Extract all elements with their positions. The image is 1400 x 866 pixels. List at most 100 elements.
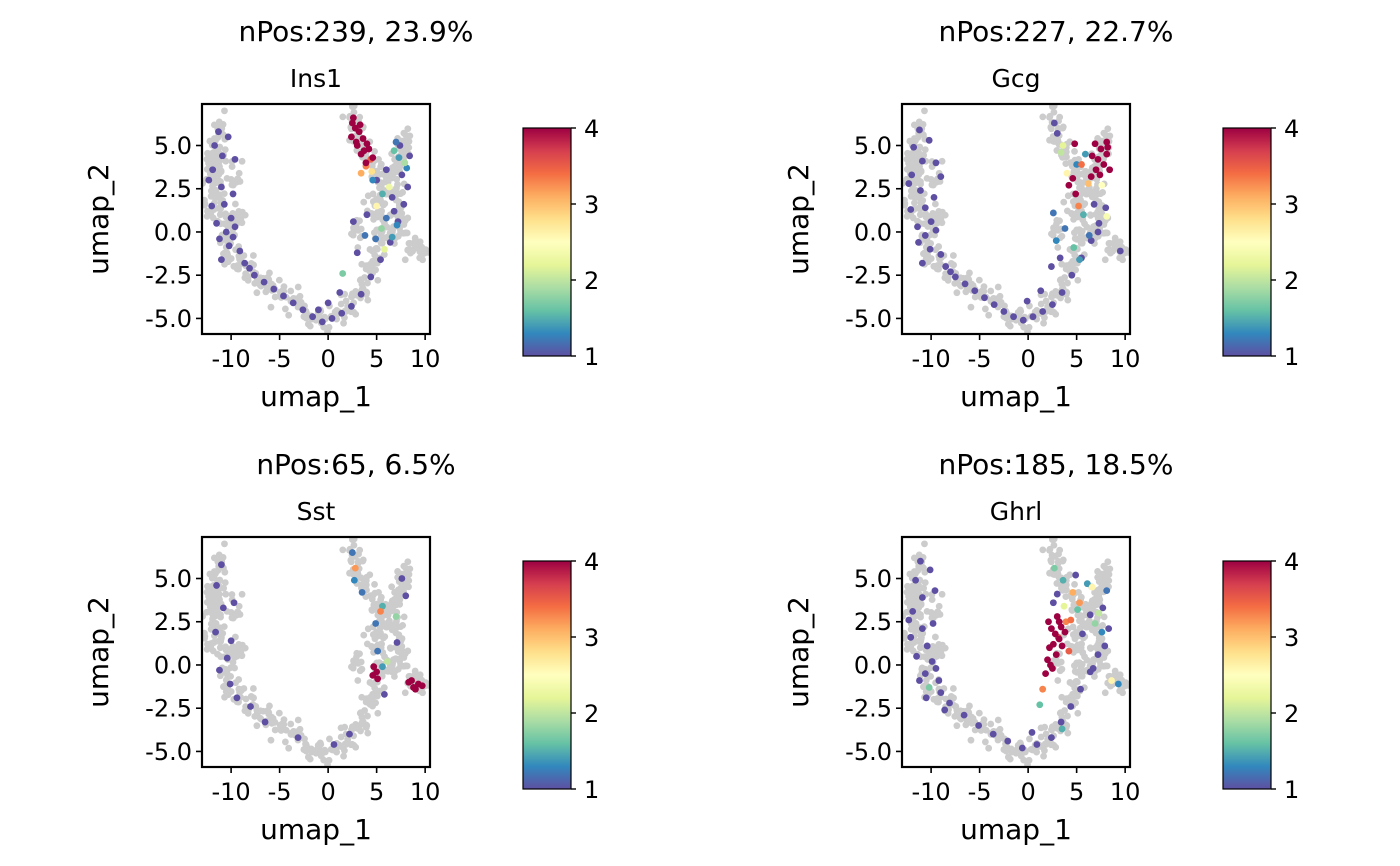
background-cell	[1033, 306, 1041, 314]
background-cell	[252, 703, 260, 711]
background-cell	[228, 591, 236, 598]
background-cell	[934, 610, 942, 618]
background-cell	[212, 187, 220, 194]
expressing-cell	[932, 159, 940, 167]
expressing-cell	[1053, 590, 1061, 598]
background-cell	[1078, 170, 1086, 178]
expressing-cell	[1050, 119, 1058, 127]
background-cell	[912, 159, 920, 167]
background-cell	[220, 623, 228, 631]
background-cell	[923, 174, 931, 182]
x-tick-label: 10	[410, 778, 441, 806]
background-cell	[340, 319, 347, 327]
expressing-cell	[231, 223, 239, 231]
background-cell	[405, 571, 413, 578]
background-cell	[1098, 210, 1106, 217]
background-cell	[416, 238, 424, 246]
background-cell	[296, 725, 304, 733]
expressing-cell	[1076, 256, 1083, 264]
expressing-cell	[1058, 642, 1066, 650]
background-cell	[916, 211, 924, 219]
background-cell	[203, 588, 211, 596]
expressing-cell	[230, 599, 238, 607]
expressing-cell	[1056, 254, 1064, 262]
background-cell	[340, 752, 347, 760]
expressing-cell	[1088, 152, 1096, 160]
background-cell	[220, 190, 228, 198]
background-cell	[1106, 239, 1114, 247]
background-cell	[917, 167, 925, 175]
y-tick-label: 0.0	[854, 218, 892, 246]
expressing-cell	[355, 128, 363, 136]
background-cell	[1097, 637, 1105, 645]
background-cell	[902, 634, 908, 642]
background-cell	[222, 211, 229, 219]
background-cell	[371, 580, 378, 588]
background-cell	[374, 709, 382, 717]
background-cell	[371, 147, 378, 155]
background-cell	[342, 741, 350, 748]
background-cell	[1079, 649, 1087, 657]
x-axis-label: umap_1	[260, 380, 372, 413]
background-cell	[914, 567, 922, 574]
expressing-cell	[377, 256, 384, 264]
background-cell	[1017, 307, 1025, 315]
background-cell	[249, 685, 257, 692]
background-cell	[934, 177, 942, 185]
expressing-cell	[370, 663, 378, 671]
background-cell	[975, 709, 983, 717]
expressing-cell	[213, 219, 220, 227]
expressing-cell	[1052, 237, 1060, 245]
background-cell	[357, 658, 365, 666]
background-cell	[1041, 747, 1048, 755]
expressing-cell	[1049, 209, 1057, 217]
background-cell	[1037, 300, 1045, 308]
expressing-cell	[250, 271, 258, 279]
expressing-cell	[1023, 297, 1031, 305]
y-tick-label: 0.0	[154, 651, 192, 679]
background-cell	[1063, 586, 1070, 594]
background-cell	[369, 631, 377, 638]
background-cell	[406, 239, 414, 247]
expressing-cell	[218, 256, 225, 264]
background-cell	[217, 167, 225, 175]
expressing-cell	[1070, 244, 1078, 251]
x-tick-label: 0	[1020, 345, 1035, 373]
background-cell	[241, 644, 249, 652]
background-cell	[947, 692, 955, 700]
expressing-cell	[357, 169, 365, 177]
background-cell	[953, 289, 961, 297]
background-cell	[360, 631, 368, 639]
background-cell	[920, 151, 928, 159]
y-tick-label: 0.0	[154, 218, 192, 246]
background-cell	[914, 134, 922, 141]
background-cell	[1059, 124, 1067, 132]
background-cell	[204, 582, 211, 590]
background-cell	[1093, 190, 1101, 198]
expressing-cell	[913, 652, 920, 660]
colorbar-tick-label: 4	[1284, 548, 1299, 576]
background-cell	[1066, 679, 1074, 686]
background-cell	[1068, 607, 1076, 614]
expressing-cell	[918, 157, 926, 165]
background-cell	[396, 596, 404, 603]
colorbar-tick-label: 4	[1284, 115, 1299, 143]
expressing-cell	[352, 138, 360, 146]
expressing-cell	[318, 318, 326, 326]
background-cell	[1026, 735, 1033, 743]
background-cell	[1047, 558, 1055, 566]
expressing-cell	[946, 699, 953, 707]
expressing-cell	[915, 238, 922, 246]
background-cell	[997, 731, 1005, 739]
background-cell	[1063, 153, 1070, 161]
expressing-cell	[931, 587, 939, 595]
background-cell	[1069, 198, 1077, 205]
background-cell	[388, 168, 396, 176]
background-cell	[1054, 570, 1062, 577]
expressing-cell	[905, 616, 913, 624]
background-cell	[333, 306, 341, 314]
expressing-cell	[1104, 143, 1112, 151]
background-cell	[398, 210, 406, 217]
expressing-cell	[379, 190, 386, 198]
expressing-cell	[932, 226, 940, 234]
